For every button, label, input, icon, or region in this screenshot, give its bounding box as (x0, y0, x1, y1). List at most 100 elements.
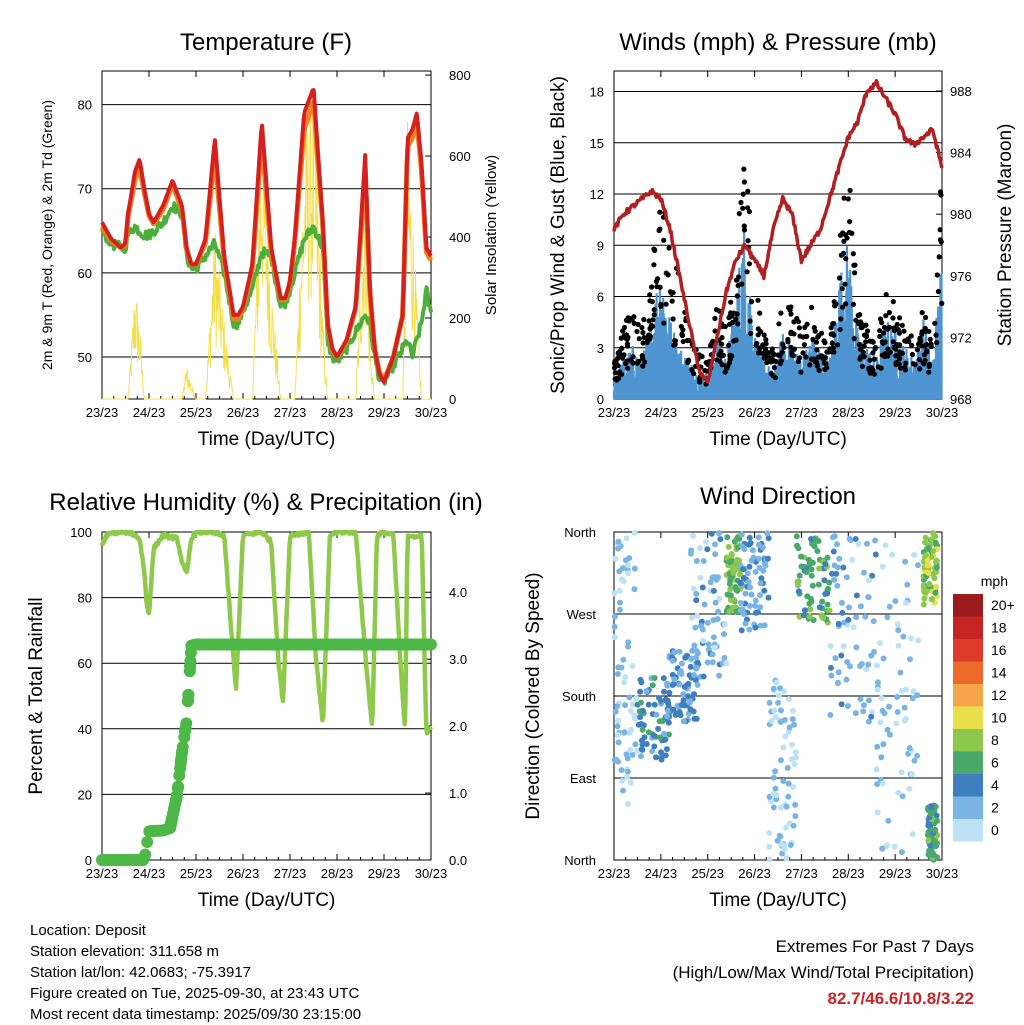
gust-point (684, 337, 691, 344)
direction-point (691, 672, 697, 678)
direction-point (826, 607, 833, 614)
gust-point (726, 342, 732, 348)
gust-point (811, 325, 817, 331)
gust-point (796, 325, 803, 331)
winds-y2tick-label: 988 (950, 84, 972, 99)
direction-point (733, 565, 740, 572)
direction-point (663, 746, 670, 753)
legend-label: 2 (991, 800, 999, 816)
direction-point (838, 599, 845, 606)
direction-point (770, 685, 777, 692)
direction-point (885, 817, 892, 824)
direction-point (764, 530, 771, 537)
gust-point (623, 317, 630, 323)
gust-point (828, 325, 834, 331)
direction-point (772, 768, 779, 775)
direction-point (845, 616, 852, 623)
extremes-values: 82.7/46.6/10.8/3.22 (827, 989, 974, 1008)
t2m-line (100, 88, 433, 384)
direction-point (874, 743, 881, 750)
gust-point (881, 324, 888, 330)
direction-point (865, 718, 872, 725)
gust-point (921, 352, 928, 358)
gust-point (735, 321, 741, 327)
gust-point (769, 346, 775, 352)
direction-point (689, 647, 696, 654)
gust-point (787, 307, 793, 313)
direction-point (824, 554, 831, 561)
direction-point (653, 754, 659, 761)
direction-point (620, 578, 627, 585)
direction-point (895, 789, 902, 796)
direction-point (651, 701, 658, 708)
gust-point (853, 317, 859, 323)
direction-point (639, 707, 646, 714)
direction-point (612, 708, 619, 715)
direction-point (873, 662, 880, 669)
direction-point (619, 565, 626, 571)
direction-point (808, 566, 815, 573)
gust-point (926, 363, 932, 369)
direction-point (911, 757, 918, 764)
direction-point (820, 614, 827, 621)
gust-point (926, 328, 932, 334)
direction-point (696, 545, 703, 552)
gust-point (625, 365, 631, 371)
gust-point (914, 347, 921, 353)
direction-point (728, 551, 735, 557)
direction-point (874, 686, 881, 693)
direction-point (836, 555, 843, 562)
direction-point (824, 601, 831, 608)
direction-point (625, 801, 632, 807)
direction-point (615, 717, 622, 724)
humidity-y2tick-label: 2.0 (449, 719, 467, 734)
direction-point (777, 719, 784, 725)
direction-point (620, 787, 626, 794)
direction-point (638, 753, 644, 760)
direction-point (739, 543, 745, 550)
direction-point (615, 664, 622, 671)
direction-point (809, 582, 816, 589)
direction-point (623, 751, 630, 758)
gust-point (827, 346, 833, 352)
direction-point (792, 813, 799, 820)
direction-point (852, 536, 859, 542)
legend-label: 6 (991, 755, 999, 771)
direction-point (777, 757, 784, 764)
gust-point (670, 316, 676, 322)
gust-point (639, 324, 645, 331)
gust-point (870, 350, 876, 356)
gust-point (651, 307, 657, 313)
direction-point (816, 565, 823, 572)
direction-point (716, 530, 722, 537)
direction-point (794, 578, 801, 585)
direction-point (808, 572, 815, 579)
direction-point (828, 672, 835, 679)
direction-point (614, 671, 621, 677)
gust-point (894, 321, 900, 328)
direction-point (922, 589, 929, 596)
gust-point (918, 343, 924, 349)
gust-point (657, 226, 663, 232)
direction-point (840, 564, 847, 571)
direction-point (869, 572, 876, 579)
gust-point (923, 314, 929, 321)
humidity-xlabel: Time (Day/UTC) (198, 890, 336, 911)
gust-point (878, 365, 884, 371)
direction-point (806, 613, 813, 620)
temperature-xtick-label: 30/23 (415, 405, 448, 420)
direction-point (899, 793, 906, 800)
legend-label: 4 (991, 777, 999, 793)
station-info: Location: Deposit Station elevation: 311… (30, 920, 361, 1025)
direction-point (780, 778, 787, 784)
direction-point (700, 673, 707, 680)
direction-point (676, 648, 683, 655)
gust-point (926, 369, 932, 375)
direction-point (638, 746, 645, 753)
direction-point (906, 745, 913, 752)
gust-point (669, 298, 675, 304)
direction-point (819, 598, 826, 605)
gust-point (685, 358, 691, 365)
direction-point (785, 780, 792, 787)
direction-point (744, 570, 751, 577)
